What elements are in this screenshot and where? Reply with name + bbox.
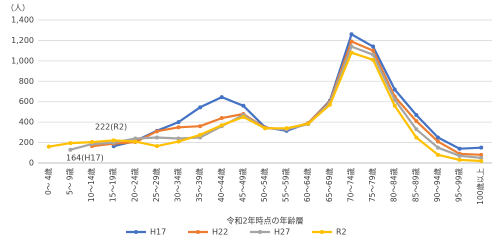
y-tick-label: 800 [19, 77, 34, 86]
point [414, 127, 419, 132]
point [176, 136, 181, 141]
x-tick-label: 80～84歳 [389, 168, 399, 203]
legend-swatch-marker [196, 230, 200, 234]
point [68, 147, 73, 152]
point [392, 87, 397, 92]
y-tick-label: 400 [19, 118, 34, 127]
x-tick-label: 10～14歳 [86, 168, 96, 203]
point [435, 145, 440, 150]
legend-label: H17 [150, 228, 166, 237]
point [198, 132, 203, 137]
annotation: 222(R2) [95, 123, 127, 132]
point [176, 120, 181, 125]
y-tick-label: 600 [19, 97, 34, 106]
unit-label: （人） [6, 4, 30, 13]
point [371, 44, 376, 49]
point [392, 97, 397, 102]
point [479, 145, 484, 150]
point [241, 103, 246, 108]
point [284, 126, 289, 131]
point [68, 141, 73, 146]
point [392, 103, 397, 108]
point [414, 112, 419, 117]
point [457, 146, 462, 151]
point [133, 136, 138, 141]
point [327, 102, 332, 107]
point [479, 152, 484, 157]
x-tick-label: 35～39歳 [194, 168, 204, 203]
annotation: 164(H17) [66, 154, 104, 163]
point [414, 119, 419, 124]
point [414, 135, 419, 140]
point [219, 95, 224, 100]
x-tick-label: 15～19歳 [108, 168, 118, 203]
point [263, 126, 267, 131]
x-tick-label: 25～29歳 [151, 168, 161, 203]
legend-swatch-marker [320, 230, 324, 234]
x-tick-label: 30～34歳 [173, 168, 183, 203]
point [219, 116, 224, 121]
y-tick-label: 1,000 [11, 56, 34, 65]
x-tick-label: 45～49歳 [237, 168, 247, 203]
legend-label: R2 [336, 228, 347, 237]
point [90, 140, 95, 145]
point [457, 153, 462, 158]
point [435, 139, 440, 144]
point [219, 123, 224, 128]
x-tick-label: 90～94歳 [432, 168, 442, 203]
y-tick-label: 1,200 [11, 36, 34, 45]
x-tick-label: 85～89歳 [410, 168, 420, 203]
point [349, 32, 354, 37]
point [198, 105, 203, 110]
point [176, 139, 181, 144]
x-tick-label: 50～54歳 [259, 168, 269, 203]
point [371, 57, 376, 62]
point [371, 48, 376, 53]
point [349, 50, 354, 55]
y-tick-label: 0 [29, 159, 34, 168]
point [46, 144, 51, 149]
point [371, 52, 376, 57]
point [349, 44, 354, 49]
point [306, 121, 311, 126]
point [479, 158, 484, 163]
point [133, 139, 138, 144]
point [241, 115, 246, 120]
x-tick-label: 100歳以上 [475, 168, 485, 205]
legend-swatch-marker [258, 230, 262, 234]
point [111, 138, 116, 143]
point [176, 125, 181, 130]
x-tick-label: 0～ 4歳 [43, 168, 53, 195]
point [198, 124, 203, 129]
legend-label: H27 [274, 228, 290, 237]
point [457, 157, 462, 162]
x-tick-label: 65～69歳 [324, 168, 334, 203]
x-axis-label: 令和2年時点の年齢層 [226, 216, 303, 226]
point [435, 152, 440, 157]
x-tick-label: 95～99歳 [454, 168, 464, 203]
x-tick-label: 60～64歳 [302, 168, 312, 203]
x-tick-label: 5～ 9歳 [64, 168, 74, 195]
legend-label: H22 [212, 228, 228, 237]
x-tick-label: 40～44歳 [216, 168, 226, 203]
x-tick-label: 20～24歳 [129, 168, 139, 203]
point [154, 129, 159, 134]
point [435, 135, 440, 140]
point [154, 135, 159, 140]
legend-swatch-marker [134, 230, 138, 234]
point [479, 155, 484, 160]
point [154, 144, 159, 149]
x-tick-label: 75～79歳 [367, 168, 377, 203]
point [349, 39, 354, 44]
x-tick-label: 70～74歳 [345, 168, 355, 203]
y-tick-label: 200 [19, 138, 34, 147]
x-tick-label: 55～59歳 [281, 168, 291, 203]
y-tick-label: 1,400 [11, 16, 34, 25]
